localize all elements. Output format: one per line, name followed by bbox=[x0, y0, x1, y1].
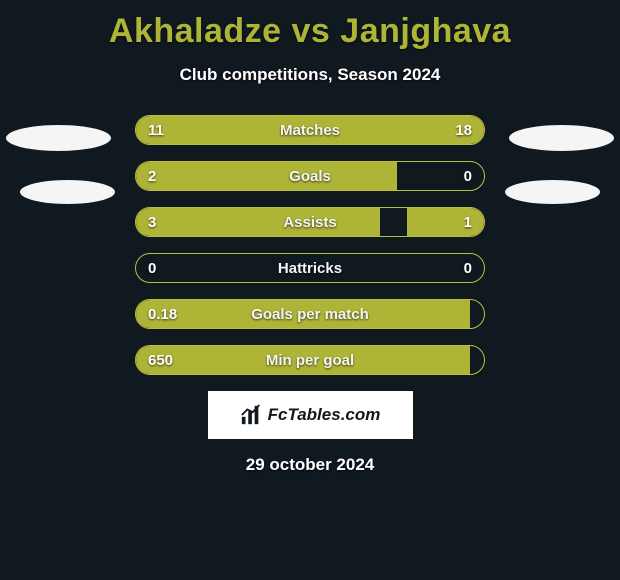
player-right-avatar-top bbox=[509, 125, 614, 151]
bar-left bbox=[136, 162, 397, 190]
stat-row-min-per-goal: 650 Min per goal bbox=[135, 345, 485, 375]
bar-left bbox=[136, 116, 268, 144]
stat-row-goals-per-match: 0.18 Goals per match bbox=[135, 299, 485, 329]
player-left-avatar-bottom bbox=[20, 180, 115, 204]
bar-left bbox=[136, 346, 470, 374]
fctables-logo: FcTables.com bbox=[208, 391, 413, 439]
snapshot-date: 29 october 2024 bbox=[0, 455, 620, 475]
stat-row-hattricks: 0 Hattricks 0 bbox=[135, 253, 485, 283]
bar-left bbox=[136, 300, 470, 328]
stat-row-matches: 11 Matches 18 bbox=[135, 115, 485, 145]
chart-icon bbox=[240, 404, 262, 426]
stat-row-goals: 2 Goals 0 bbox=[135, 161, 485, 191]
bar-left bbox=[136, 208, 380, 236]
page-title: Akhaladze vs Janjghava bbox=[0, 0, 620, 51]
stat-row-assists: 3 Assists 1 bbox=[135, 207, 485, 237]
value-right: 0 bbox=[464, 254, 472, 282]
player-left-avatar-top bbox=[6, 125, 111, 151]
logo-text: FcTables.com bbox=[268, 405, 381, 425]
page-subtitle: Club competitions, Season 2024 bbox=[0, 65, 620, 85]
bar-right bbox=[268, 116, 484, 144]
value-right: 0 bbox=[464, 162, 472, 190]
value-left: 0 bbox=[148, 254, 156, 282]
comparison-chart: 11 Matches 18 2 Goals 0 3 Assists 1 0 Ha… bbox=[135, 115, 485, 375]
player-right-avatar-bottom bbox=[505, 180, 600, 204]
stat-label: Hattricks bbox=[136, 254, 484, 282]
bar-right bbox=[407, 208, 484, 236]
